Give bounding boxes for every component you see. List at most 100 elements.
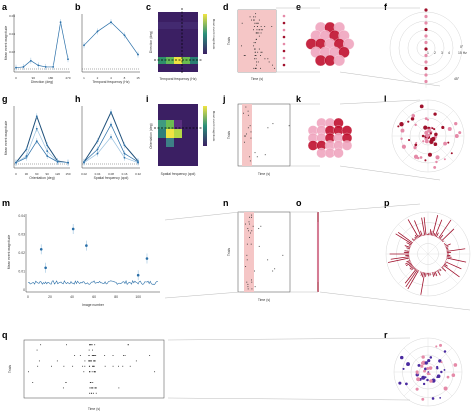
condition-marker	[282, 21, 286, 25]
raster-tick	[90, 392, 92, 394]
polar-mark	[438, 219, 452, 239]
raster-tick	[89, 365, 91, 367]
data-point-g	[46, 144, 49, 147]
raster-tick	[94, 355, 96, 356]
polar-mark	[446, 248, 466, 252]
polar-mark	[424, 27, 428, 32]
raster-tick	[91, 371, 93, 373]
raster-tick	[253, 45, 255, 47]
raster-tick	[260, 51, 262, 53]
raster-tick	[246, 243, 248, 245]
raster-tick	[249, 156, 251, 158]
polar-mark	[395, 233, 413, 245]
raster-tick	[256, 38, 257, 40]
raster-tick	[79, 355, 81, 356]
raster-tick	[254, 270, 255, 272]
panel-label-h: h	[75, 94, 81, 104]
polar-mark	[419, 156, 423, 159]
polar-ring-2: 2	[434, 51, 436, 55]
x-tick-g: 60	[35, 172, 39, 176]
polar-label-0: 0°	[460, 45, 464, 49]
raster-tick	[88, 360, 89, 362]
polar-spoke	[427, 371, 453, 397]
data-point-h	[137, 161, 139, 164]
axis-label-a-x: Direction (deg)	[31, 80, 53, 84]
raster-tick	[250, 232, 251, 234]
polar-mark	[424, 367, 427, 371]
raster-tick	[260, 29, 262, 31]
polar-mark	[441, 266, 447, 272]
axis-label-j-x: Time (s)	[258, 172, 270, 176]
y-tick-m: 0.02	[18, 251, 25, 255]
polar-mark	[435, 345, 438, 348]
raster-tick	[241, 45, 242, 47]
polar-mark	[422, 382, 426, 386]
polar-mark	[421, 272, 424, 278]
raster-d: Time (s) Trials	[227, 9, 286, 81]
raster-tick	[63, 365, 65, 367]
polar-mark	[446, 375, 450, 379]
data-point-g	[67, 161, 69, 164]
data-point-b	[123, 34, 126, 37]
polar-mark	[440, 238, 442, 241]
polar-mark	[426, 366, 430, 370]
raster-tick	[253, 19, 254, 21]
panel-label-j: j	[223, 94, 226, 104]
raster-tick	[250, 131, 252, 133]
polar-mark	[446, 247, 449, 250]
data-point-h	[123, 144, 126, 147]
polar-mark	[424, 79, 428, 84]
polar-ring-3: 3	[441, 51, 443, 55]
polar-f: 0° 15 Hz 45° 1 2 3 4	[389, 8, 467, 88]
raster-tick	[255, 67, 257, 69]
colorbar-label-c: Mean event magnitude	[212, 19, 216, 50]
series-line-g	[15, 114, 69, 164]
data-point-g	[15, 161, 17, 164]
polar-mark	[409, 265, 414, 270]
colorbar-c	[203, 14, 207, 54]
polar-spoke	[402, 110, 429, 137]
data-point-g	[25, 148, 28, 151]
raster-tick	[260, 55, 261, 56]
raster-tick	[124, 355, 126, 356]
polar-mark	[417, 363, 421, 367]
raster-n: Time (s) Trials	[227, 211, 291, 302]
polar-mark	[436, 376, 439, 379]
raster-tick	[65, 382, 67, 383]
polar-mark	[406, 247, 410, 250]
stimulus-shade-j	[242, 104, 252, 166]
polar-p	[385, 211, 471, 297]
raster-tick	[93, 355, 95, 356]
data-point-g	[35, 115, 38, 118]
raster-tick	[92, 365, 94, 367]
raster-tick	[118, 365, 119, 367]
polar-mark	[421, 134, 425, 138]
panel-label-g: g	[2, 94, 8, 104]
raster-tick	[149, 355, 151, 356]
polar-mark	[442, 265, 444, 268]
x-tick-h: 0.32	[135, 172, 141, 176]
raster-tick	[250, 243, 252, 245]
x-tick-m: 40	[70, 295, 74, 299]
raster-tick	[245, 106, 247, 108]
raster-tick	[154, 371, 156, 373]
polar-mark	[408, 263, 413, 267]
polar-mark	[411, 238, 415, 242]
polar-mark	[433, 128, 436, 131]
raster-tick	[249, 125, 251, 127]
raster-tick	[246, 133, 247, 135]
polar-mark	[405, 262, 412, 266]
polar-mark	[411, 266, 415, 271]
polar-mark	[458, 131, 462, 135]
polar-mark	[428, 366, 433, 370]
raster-tick	[257, 22, 259, 24]
panel-label-d: d	[223, 2, 229, 12]
raster-tick	[118, 387, 120, 389]
x-tick-m: 80	[114, 295, 118, 299]
data-point-h	[123, 156, 126, 159]
raster-tick	[112, 365, 114, 367]
polar-l	[391, 99, 465, 173]
raster-tick	[267, 259, 269, 261]
polar-mark	[421, 355, 425, 359]
raster-tick	[264, 154, 266, 156]
